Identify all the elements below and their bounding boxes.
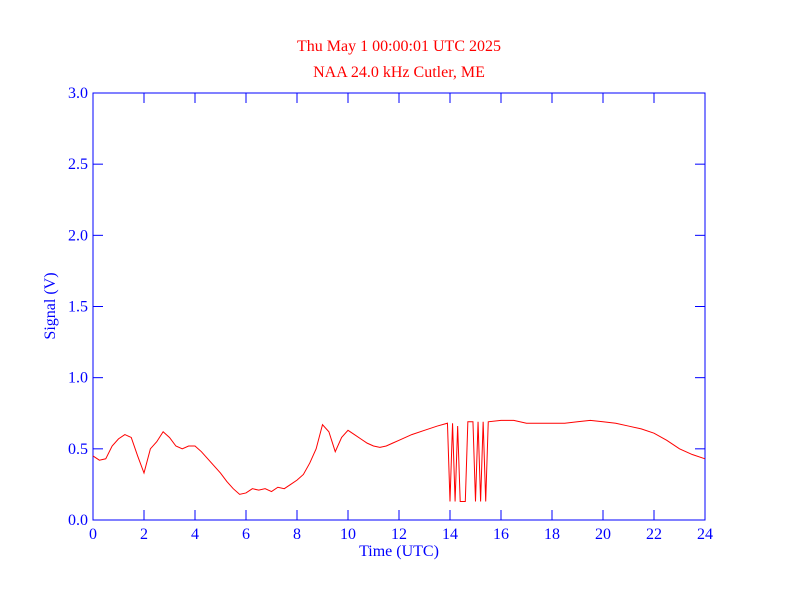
x-tick-label: 0: [89, 526, 97, 543]
x-tick-label: 2: [140, 526, 148, 543]
x-tick-label: 10: [340, 526, 356, 543]
chart-title: Thu May 1 00:00:01 UTC 2025: [297, 38, 501, 55]
x-tick-label: 14: [442, 526, 458, 543]
x-tick-label: 8: [293, 526, 301, 543]
y-tick-label: 1.5: [68, 299, 88, 316]
y-tick-label: 2.5: [68, 156, 88, 173]
x-tick-label: 24: [697, 526, 713, 543]
y-tick-label: 1.0: [68, 370, 88, 387]
chart-subtitle: NAA 24.0 kHz Cutler, ME: [313, 64, 485, 81]
x-tick-label: 6: [242, 526, 250, 543]
x-tick-label: 12: [391, 526, 407, 543]
x-tick-label: 18: [544, 526, 560, 543]
y-tick-label: 3.0: [68, 85, 88, 102]
y-tick-label: 2.0: [68, 227, 88, 244]
x-tick-label: 20: [595, 526, 611, 543]
x-axis-label: Time (UTC): [359, 543, 439, 560]
y-tick-label: 0.5: [68, 441, 88, 458]
signal-line: [92, 419, 706, 502]
y-tick-label: 0.0: [68, 512, 88, 529]
x-tick-label: 16: [493, 526, 509, 543]
x-tick-label: 22: [646, 526, 662, 543]
x-tick-label: 4: [191, 526, 199, 543]
y-axis-label: Signal (V): [42, 272, 59, 339]
